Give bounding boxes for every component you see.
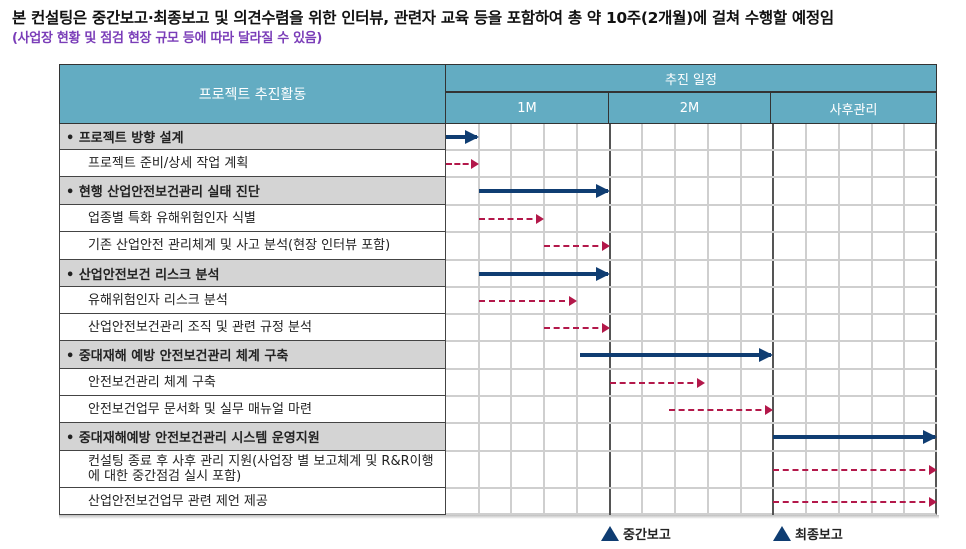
grid-column-line [510,124,513,515]
task-dashed-arrow-icon [773,496,937,507]
grid-column-line [674,124,677,515]
grid-column-line [477,124,480,515]
task-label: 프로젝트 준비/상세 작업 계획 [88,155,249,171]
grid-column-line [608,124,611,515]
schedule-header: 추진 일정 [446,64,937,92]
phase-row: • 중대재해 예방 안전보건관리 체계 구축 [59,341,446,369]
task-row: 기존 산업안전 관리체계 및 사고 분석(현장 인터뷰 포함) [59,232,446,260]
task-label: 기존 산업안전 관리체계 및 사고 분석(현장 인터뷰 포함) [88,238,391,253]
grid-column-line [543,124,546,515]
task-label: 컨설팅 종료 후 사후 관리 지원(사업장 별 보고체계 및 R&R이행에 대한… [88,454,434,484]
phase-row: • 중대재해예방 안전보건관리 시스템 운영지원 [59,423,446,451]
grid-row-line [446,422,937,424]
phase-row: • 프로젝트 방향 설계 [59,124,446,150]
task-label: 유해위험인자 리스크 분석 [88,292,228,308]
task-dashed-arrow-icon [609,377,705,388]
milestone-interim-report: 중간보고 [601,524,671,543]
grid-border [446,124,937,515]
phase-label: • 산업안전보건 리스크 분석 [66,267,220,283]
page-title: 본 컨설팅은 중간보고·최종보고 및 의견수렴을 위한 인터뷰, 관련자 교육 … [12,9,834,27]
task-label: 안전보건업무 문서화 및 실무 매뉴얼 마련 [88,401,312,417]
grid-row-line [446,450,937,452]
task-dashed-arrow-icon [544,322,611,333]
task-dashed-arrow-icon [478,295,578,306]
period-header-aftercare: 사후관리 [771,92,937,124]
grid-column-line [837,124,840,515]
task-row: 업종별 특화 유해위험인자 식별 [59,205,446,232]
task-row: 안전보건관리 체계 구축 [59,369,446,396]
milestone-final-report: 최종보고 [773,524,843,543]
table-shadow [59,515,939,519]
task-label: 안전보건관리 체계 구축 [88,374,216,390]
milestone-label: 중간보고 [623,528,671,543]
task-label: 산업안전보건관리 조직 및 관련 규정 분석 [88,319,312,335]
task-dashed-arrow-icon [544,241,611,251]
task-label: 업종별 특화 유해위험인자 식별 [88,210,256,226]
grid-row-line [446,340,937,342]
milestone-label: 최종보고 [795,528,843,543]
triangle-marker-icon [601,526,619,541]
grid-column-line [772,124,775,515]
grid-column-line [870,124,873,515]
task-row: 프로젝트 준비/상세 작업 계획 [59,150,446,177]
grid-column-line [575,124,578,515]
grid-column-line [641,124,644,515]
task-row: 산업안전보건관리 조직 및 관련 규정 분석 [59,314,446,341]
grid-row-line [446,231,937,233]
grid-row-line [446,204,937,206]
schedule-grid [446,124,937,515]
phase-label: • 중대재해 예방 안전보건관리 체계 구축 [66,349,289,364]
grid-row-line [446,176,937,178]
grid-row-line [446,368,937,370]
grid-column-line [903,124,906,515]
phase-row: • 산업안전보건 리스크 분석 [59,260,446,287]
grid-row-line [446,259,937,261]
grid-row-line [446,487,937,489]
grid-row-line [446,286,937,288]
grid-column-line [805,124,808,515]
task-dashed-arrow-icon [773,464,937,475]
grid-row-line [446,313,937,315]
page-subtitle: (사업장 현황 및 점검 현장 규모 등에 따라 달라질 수 있음) [12,31,323,46]
grid-row-line [446,395,937,397]
task-label: 산업안전보건업무 관련 제언 제공 [88,493,268,509]
phase-arrow-icon [580,348,774,362]
phase-arrow-icon [478,184,610,198]
task-dashed-arrow-icon [478,213,545,224]
task-row: 산업안전보건업무 관련 제언 제공 [59,488,446,515]
task-row: 유해위험인자 리스크 분석 [59,287,446,314]
grid-column-line [739,124,742,515]
grid-column-line [706,124,709,515]
grid-row-line [446,149,937,151]
phase-row: • 현행 산업안전보건관리 실태 진단 [59,177,446,205]
phase-label: • 중대재해예방 안전보건관리 시스템 운영지원 [66,431,320,446]
triangle-marker-icon [773,526,791,541]
task-row: 컨설팅 종료 후 사후 관리 지원(사업장 별 보고체계 및 R&R이행에 대한… [59,451,446,488]
period-header-2m: 2M [609,92,771,124]
task-row: 안전보건업무 문서화 및 실무 매뉴얼 마련 [59,396,446,423]
phase-arrow-icon [773,430,937,444]
phase-label: • 프로젝트 방향 설계 [66,131,184,146]
phase-label: • 현행 산업안전보건관리 실태 진단 [66,185,260,200]
phase-arrow-icon [446,130,479,144]
task-dashed-arrow-icon [446,158,479,169]
period-header-1m: 1M [446,92,609,124]
phase-arrow-icon [478,266,610,281]
activity-column-header: 프로젝트 추진활동 [59,64,446,124]
task-dashed-arrow-icon [668,404,774,415]
